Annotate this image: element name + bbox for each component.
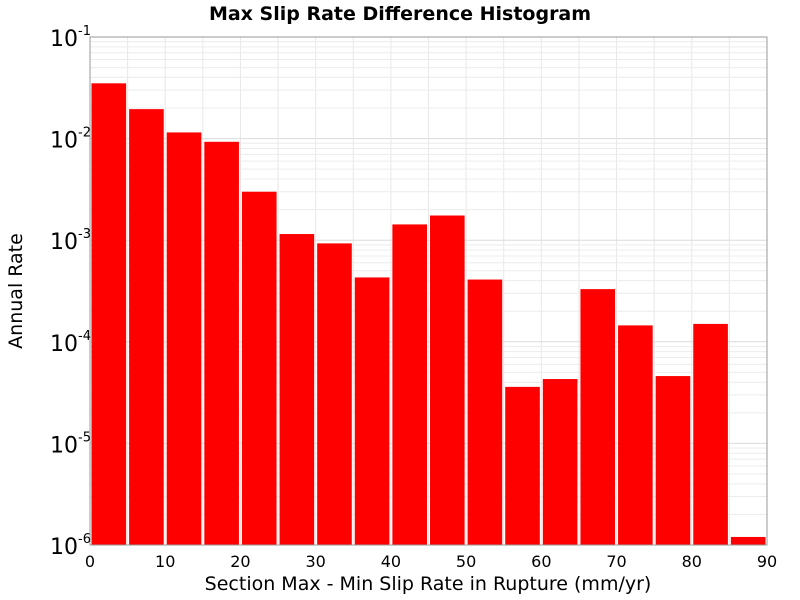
bars-group: [91, 83, 766, 546]
histogram-bar: [693, 323, 728, 545]
x-tick-label: 30: [305, 552, 325, 571]
x-axis-label: Section Max - Min Slip Rate in Rupture (…: [205, 573, 652, 595]
histogram-bar: [505, 386, 540, 545]
histogram-bar: [317, 243, 352, 545]
histogram-bar: [542, 379, 578, 545]
x-tick-label: 20: [230, 552, 250, 571]
y-tick-label: 10-4: [50, 329, 91, 357]
y-axis-label: Annual Rate: [5, 233, 27, 349]
x-tick-label: 50: [456, 552, 476, 571]
y-tick-labels: 10-6 10-5 10-4 10-3 10-2 10-1: [50, 24, 91, 560]
histogram-bar: [354, 277, 390, 545]
y-tick-label: 10-5: [50, 430, 91, 458]
y-tick-label: 10-6: [50, 532, 91, 560]
histogram-bar: [430, 215, 465, 546]
x-tick-label: 40: [381, 552, 401, 571]
x-tick-label: 80: [682, 552, 702, 571]
x-tick-label: 90: [757, 552, 777, 571]
x-tick-label: 60: [531, 552, 551, 571]
histogram-bar: [204, 141, 239, 546]
x-tick-label: 70: [606, 552, 626, 571]
grid-lines: [90, 37, 767, 545]
x-tick-label: 10: [155, 552, 175, 571]
histogram-bar: [467, 279, 503, 545]
histogram-bar: [580, 289, 616, 545]
histogram-bar: [91, 83, 127, 545]
histogram-bar: [392, 224, 427, 546]
histogram-bar: [730, 536, 766, 545]
chart-title: Max Slip Rate Difference Histogram: [209, 3, 591, 25]
x-tick-labels: 0 10 20 30 40 50 60 70 80 90: [85, 552, 777, 571]
histogram-bar: [166, 132, 202, 545]
plot-border: [89, 36, 768, 546]
histogram-bar: [279, 234, 315, 546]
histogram-bar: [129, 109, 164, 546]
y-tick-label: 10-1: [50, 24, 91, 52]
histogram-bar: [618, 325, 653, 545]
histogram-bar: [655, 376, 691, 545]
x-tick-label: 0: [85, 552, 95, 571]
y-tick-label: 10-2: [50, 126, 91, 154]
y-tick-label: 10-3: [50, 227, 91, 255]
histogram-bar: [241, 191, 277, 545]
